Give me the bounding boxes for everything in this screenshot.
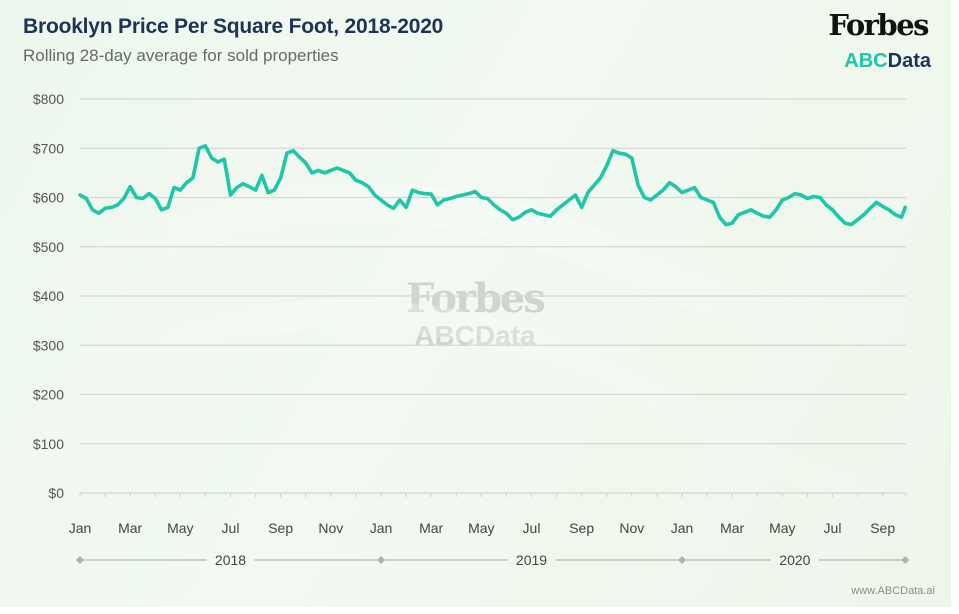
y-axis: $0 $100 $200 $300 $400 $500 $600 $700 $800 (33, 91, 64, 501)
x-tick-label: Jul (523, 520, 541, 536)
chart-subtitle: Rolling 28-day average for sold properti… (23, 46, 339, 65)
x-axis-labels: Jan Mar May Jul Sep Nov Jan Mar May Jul Sep Nov Jan M… (69, 520, 896, 536)
x-tick-label: Jul (222, 520, 240, 536)
x-tick-label: Mar (720, 520, 744, 536)
y-tick-label: $500 (33, 239, 64, 255)
background-swooshes (0, 182, 951, 503)
x-tick-label: Nov (318, 520, 343, 536)
year-marker-diamond (76, 556, 84, 564)
x-tick-label: May (167, 520, 193, 536)
y-tick-label: $100 (33, 436, 64, 452)
x-tick-label: Jan (69, 520, 92, 536)
year-marker-diamond (678, 556, 686, 564)
x-tick-label: May (468, 520, 494, 536)
y-tick-label: $700 (33, 140, 64, 156)
year-axis: 2018 2019 2020 (76, 552, 910, 568)
year-label: 2018 (215, 552, 246, 568)
x-tick-label: Mar (118, 520, 142, 536)
x-tick-label: Jan (370, 520, 393, 536)
x-axis (79, 493, 907, 497)
x-tick-label: May (769, 520, 795, 536)
year-marker-diamond (377, 556, 385, 564)
x-tick-label: Sep (569, 520, 594, 536)
footer-url: www.ABCData.ai (851, 585, 935, 597)
y-tick-label: $800 (33, 91, 64, 107)
abcdata-logo-abc: ABC (844, 50, 888, 72)
year-label: 2020 (779, 552, 810, 568)
y-tick-label: $600 (33, 190, 64, 206)
grid-lines (80, 98, 906, 494)
year-marker-diamond (901, 556, 910, 564)
series-layer (78, 144, 907, 227)
abcdata-logo: ABCData (844, 50, 931, 73)
chart-title: Brooklyn Price Per Square Foot, 2018-202… (23, 15, 444, 38)
y-tick-label: $400 (33, 288, 64, 304)
year-label: 2019 (516, 552, 547, 568)
x-tick-label: Sep (268, 520, 293, 536)
x-tick-label: Nov (619, 520, 644, 536)
forbes-logo: Forbes (828, 8, 929, 42)
y-tick-label: $300 (33, 337, 64, 353)
x-tick-label: Jul (824, 520, 842, 536)
abcdata-logo-data: Data (887, 50, 931, 72)
x-tick-label: Sep (870, 520, 895, 536)
x-tick-label: Mar (419, 520, 443, 536)
x-tick-label: Jan (671, 520, 694, 536)
y-tick-label: $0 (48, 485, 64, 501)
y-tick-label: $200 (33, 387, 64, 403)
